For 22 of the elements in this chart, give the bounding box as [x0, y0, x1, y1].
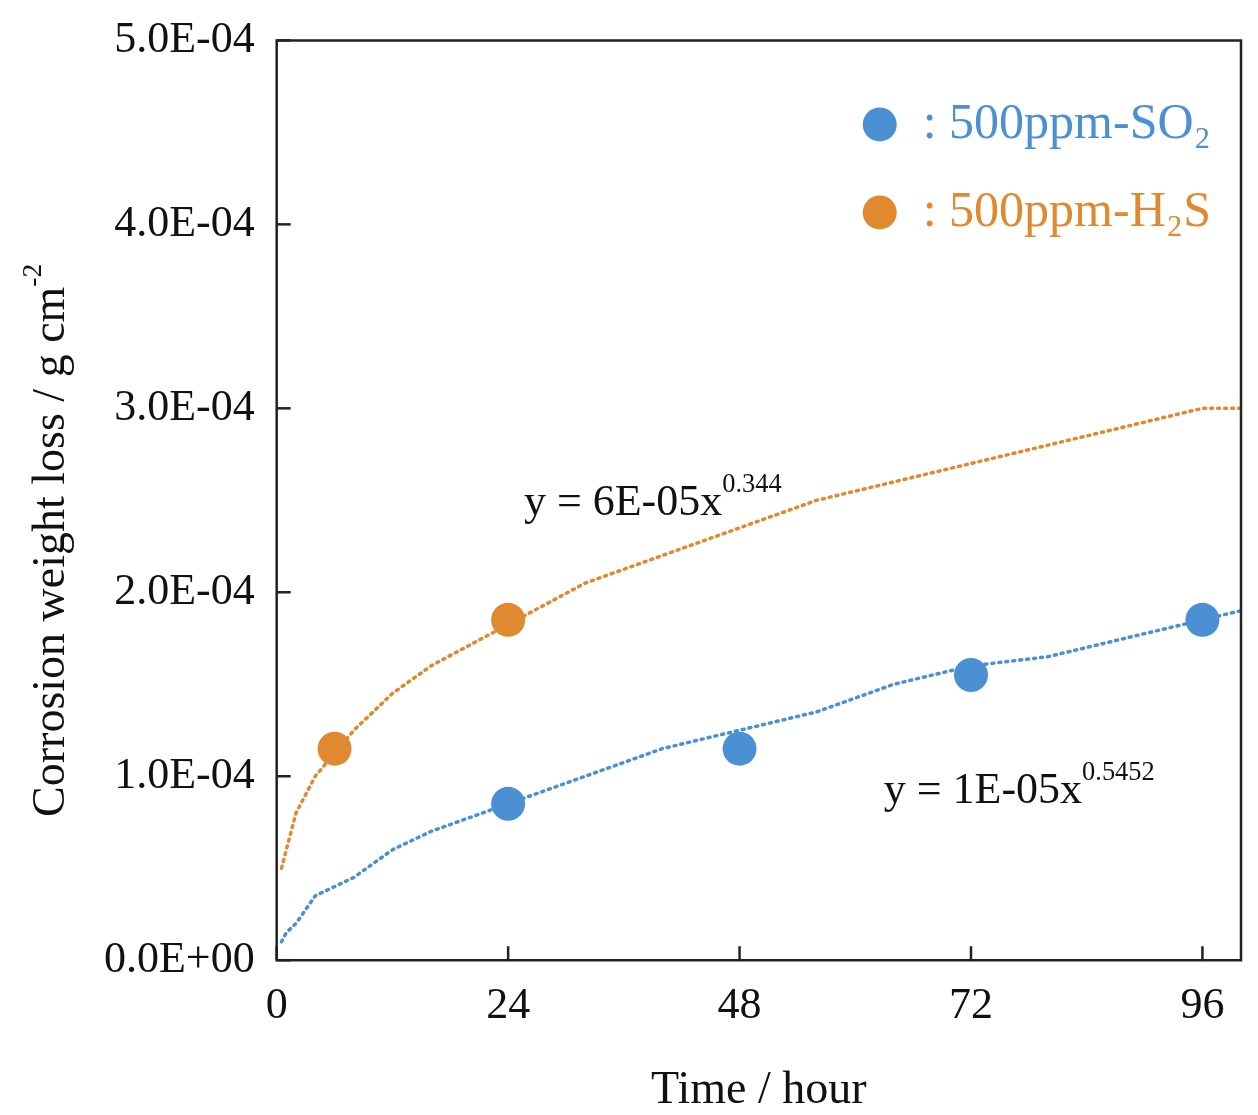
point [491, 786, 526, 821]
legend-label: : 500ppm-SO₂ [922, 92, 1211, 149]
point [722, 731, 757, 766]
legend-label: : 500ppm-H₂S [922, 180, 1211, 237]
y-tick-label: 4.0E-04 [114, 196, 255, 246]
line-series [279, 406, 1241, 870]
x-tick-label: 0 [265, 979, 288, 1029]
y-tick-label: 1.0E-04 [114, 748, 255, 798]
point [953, 658, 988, 693]
point [317, 731, 352, 766]
x-tick-label: 72 [948, 979, 993, 1029]
x-tick-label: 48 [717, 979, 762, 1029]
point [491, 602, 526, 637]
x-tick-label: 24 [486, 979, 531, 1029]
y-tick-label: 0.0E+00 [103, 932, 255, 982]
y-tick-label: 3.0E-04 [114, 380, 255, 430]
y-tick-label: 2.0E-04 [114, 564, 255, 614]
y-tick-label: 5.0E-04 [114, 12, 255, 62]
point [1185, 602, 1220, 637]
y-axis-title: Corrosion weight loss / g cm-2 [15, 263, 75, 817]
x-tick-label: 96 [1180, 979, 1225, 1029]
x-axis-title: Time / hour [651, 1062, 867, 1114]
